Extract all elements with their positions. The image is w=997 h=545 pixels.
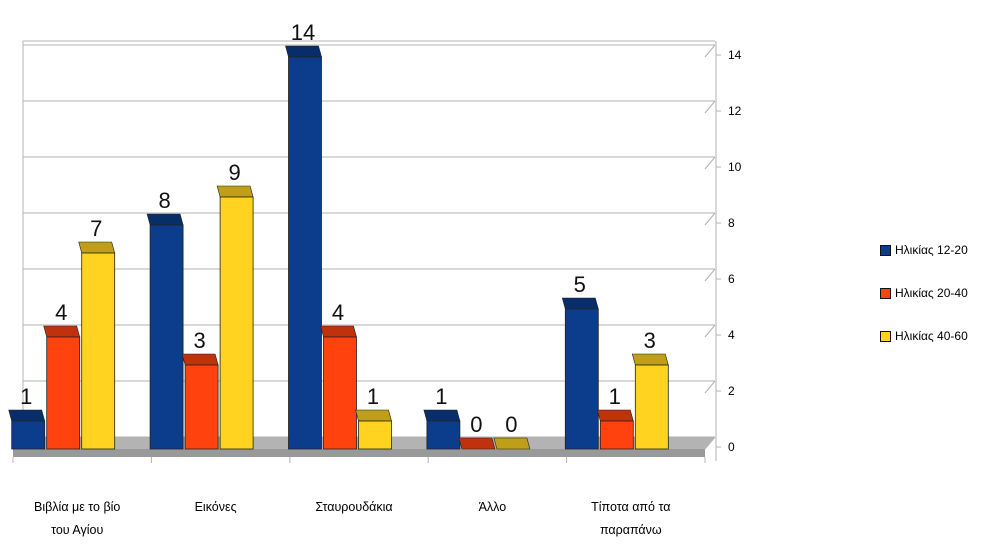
gridlines: [22, 40, 716, 450]
legend-label: Ηλικίας 20-40: [895, 286, 968, 300]
y-tick-label: 12: [728, 104, 742, 118]
data-label: 1: [367, 384, 379, 409]
bar: [43, 325, 81, 450]
gridline-side: [704, 268, 716, 282]
bar: [8, 409, 46, 450]
bar-top: [631, 353, 669, 366]
bar-front: [46, 336, 81, 450]
legend-item: Ηλικίας 20-40: [880, 283, 968, 303]
bar-front: [288, 56, 322, 450]
bar-top: [493, 437, 531, 450]
bar: [561, 297, 599, 450]
data-label: 1: [609, 384, 621, 409]
category-label: Τίποτα από τα: [591, 500, 670, 514]
bar-front: [634, 364, 669, 450]
legend-label: Ηλικίας 12-20: [895, 243, 968, 257]
data-label: 4: [55, 300, 67, 325]
bar-top: [146, 213, 184, 226]
legend: Ηλικίας 12-20 Ηλικίας 20-40 Ηλικίας 40-6…: [880, 240, 968, 369]
data-label: 3: [193, 328, 205, 353]
y-tick-label: 10: [728, 160, 742, 174]
bar: [458, 437, 496, 450]
bar: [216, 185, 254, 450]
x-axis-labels: Βιβλία με το βίο του Αγίου Εικόνες Σταυρουδ…: [34, 500, 670, 537]
legend-swatch: [880, 330, 891, 342]
data-label: 14: [291, 20, 315, 45]
bar-top: [285, 45, 322, 58]
y-tick-label: 2: [728, 384, 735, 398]
category-label: παραπάνω: [600, 523, 662, 537]
y-tick-label: 0: [728, 440, 735, 454]
bar-top: [78, 241, 116, 254]
bar-top: [320, 325, 357, 338]
gridline-side: [704, 100, 716, 114]
data-label: 1: [435, 384, 447, 409]
bar-top: [458, 437, 496, 450]
legend-item: Ηλικίας 12-20: [880, 240, 968, 260]
bar: [493, 437, 531, 450]
bars: [8, 45, 669, 450]
legend-swatch: [880, 287, 891, 299]
data-label: 7: [90, 216, 102, 241]
bar: [181, 353, 219, 450]
bar: [78, 241, 116, 450]
bar-top: [355, 409, 392, 422]
data-label: 0: [505, 412, 517, 437]
bar-top: [423, 409, 461, 422]
category-label: Άλλο: [479, 500, 507, 514]
bar-front: [564, 308, 599, 450]
gridline-side: [704, 156, 716, 170]
gridline-side: [704, 380, 716, 394]
data-label: 5: [574, 272, 586, 297]
bar-top: [8, 409, 46, 422]
category-label: του Αγίου: [51, 523, 103, 537]
data-label: 8: [158, 188, 170, 213]
bar-top: [561, 297, 599, 310]
bar-front: [219, 196, 254, 450]
data-label: 3: [644, 328, 656, 353]
bar-front: [599, 420, 634, 450]
category-label: Εικόνες: [195, 500, 237, 514]
gridline-side: [704, 324, 716, 338]
category-label: Βιβλία με το βίο: [34, 500, 120, 514]
legend-swatch: [880, 244, 891, 256]
bar-top: [216, 185, 254, 198]
bar: [596, 409, 634, 450]
data-label: 4: [332, 300, 344, 325]
legend-label: Ηλικίας 40-60: [895, 329, 968, 343]
bar-front: [323, 336, 357, 450]
bar: [320, 325, 357, 450]
bar: [146, 213, 184, 450]
category-label: Σταυρουδάκια: [315, 500, 392, 514]
bar-front: [11, 420, 46, 450]
bar-front: [426, 420, 461, 450]
bar-front: [81, 252, 116, 450]
data-label: 9: [228, 160, 240, 185]
gridline-side: [704, 44, 716, 58]
floor-front: [13, 449, 705, 457]
data-label: 0: [470, 412, 482, 437]
gridline-side: [704, 212, 716, 226]
y-tick-label: 6: [728, 272, 735, 286]
bar: [631, 353, 669, 450]
bar-top: [181, 353, 219, 366]
bar-front: [184, 364, 219, 450]
y-tick-label: 14: [728, 48, 742, 62]
data-label: 1: [20, 384, 32, 409]
bar-front: [358, 420, 392, 450]
bar-top: [596, 409, 634, 422]
bar-top: [43, 325, 81, 338]
legend-item: Ηλικίας 40-60: [880, 326, 968, 346]
y-tick-label: 4: [728, 328, 735, 342]
y-tick-label: 8: [728, 216, 735, 230]
bar: [285, 45, 322, 450]
bar: [355, 409, 392, 450]
bar: [423, 409, 461, 450]
bar-front: [149, 224, 184, 450]
